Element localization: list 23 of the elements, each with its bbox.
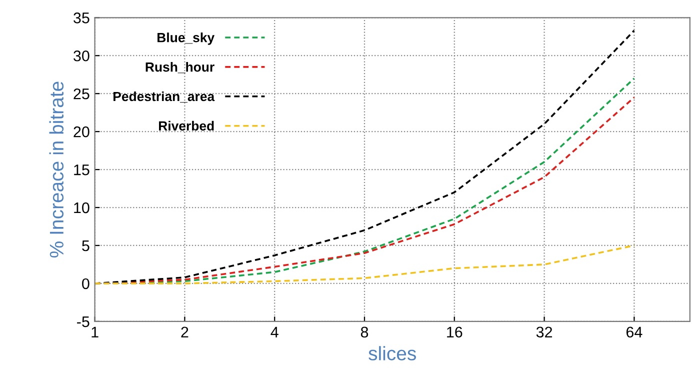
y-tick-label: -5 xyxy=(77,316,90,328)
legend-label: Riverbed xyxy=(159,120,214,131)
legend-label: Rush_hour xyxy=(146,62,214,74)
y-tick-label: 5 xyxy=(82,240,90,252)
y-tick-label: 30 xyxy=(74,50,90,62)
y-tick-label: 25 xyxy=(74,88,90,100)
legend-label: Pedestrian_area xyxy=(114,91,215,103)
legend-label: Blue_sky xyxy=(158,32,215,45)
x-tick-label: 8 xyxy=(360,326,368,338)
line-series xyxy=(94,244,636,284)
x-tick-label: 1 xyxy=(92,326,98,338)
x-tick-label: 64 xyxy=(626,326,642,338)
x-tick-label: 32 xyxy=(536,326,552,338)
x-tick-label: 4 xyxy=(270,326,278,338)
y-tick-label: 20 xyxy=(74,126,90,138)
y-tick-label: 35 xyxy=(74,12,90,24)
y-tick-label: 10 xyxy=(74,202,90,214)
x-tick-label: 16 xyxy=(447,326,462,338)
y-tick-label: 0 xyxy=(82,278,90,290)
x-tick-label: 2 xyxy=(181,326,188,338)
x-axis-title: slices xyxy=(368,346,416,360)
y-tick-label: 15 xyxy=(74,164,90,176)
y-axis-title: % Increace in bitrate xyxy=(49,82,64,258)
